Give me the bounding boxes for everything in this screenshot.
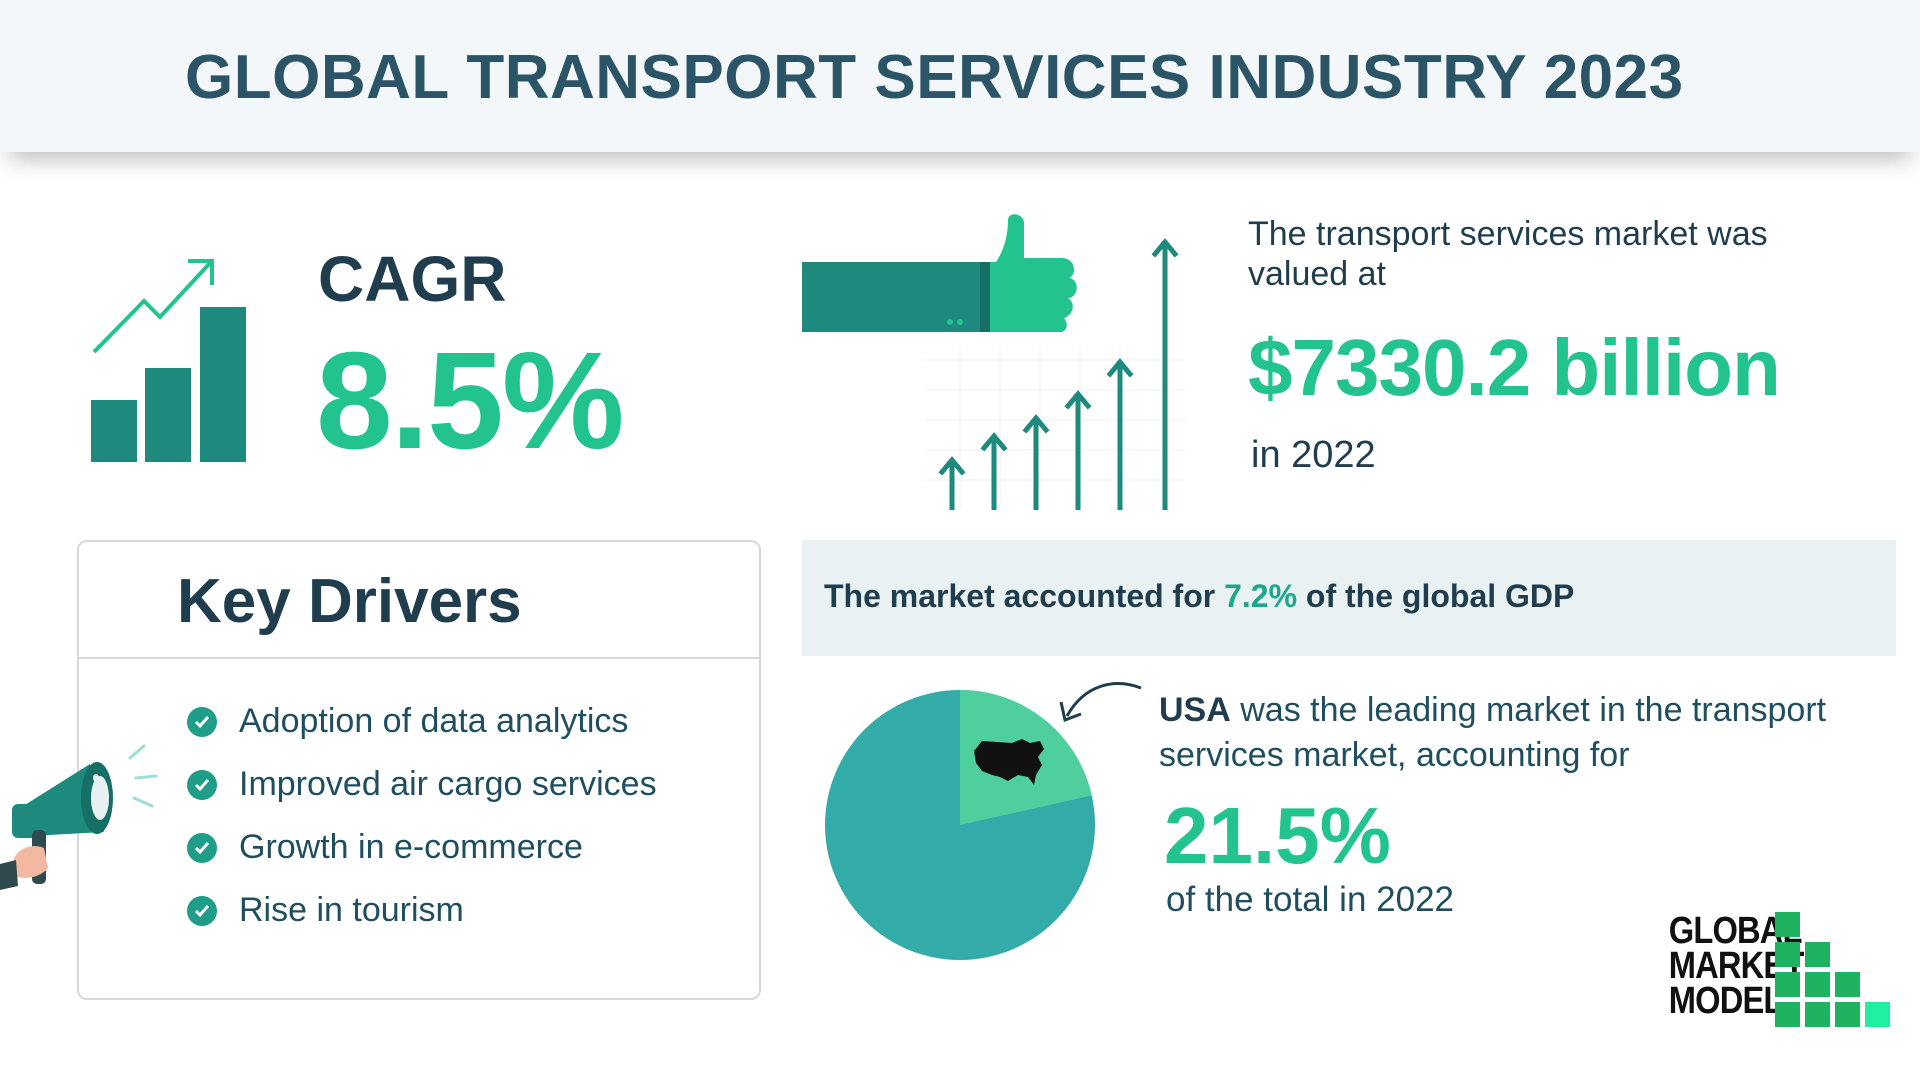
logo-line-1: GLOBAL bbox=[1668, 910, 1803, 952]
key-drivers-card: Key Drivers Adoption of data analytics I… bbox=[77, 540, 761, 1000]
key-drivers-list: Adoption of data analytics Improved air … bbox=[187, 690, 657, 942]
driver-label: Adoption of data analytics bbox=[239, 702, 629, 740]
cagr-label: CAGR bbox=[318, 243, 507, 315]
market-description: The transport services market was valued… bbox=[1248, 215, 1768, 293]
usa-share-year: of the total in 2022 bbox=[1166, 880, 1454, 919]
gdp-value: 7.2% bbox=[1224, 578, 1298, 614]
driver-label: Growth in e-commerce bbox=[239, 828, 583, 866]
list-item: Adoption of data analytics bbox=[187, 690, 657, 753]
usa-country: USA bbox=[1159, 691, 1231, 729]
thumbs-up-icon bbox=[802, 214, 1077, 332]
logo-line-2: MARKET bbox=[1668, 945, 1804, 987]
driver-label: Improved air cargo services bbox=[239, 765, 657, 803]
check-icon bbox=[187, 832, 217, 863]
market-year: in 2022 bbox=[1251, 434, 1376, 476]
megaphone-icon bbox=[0, 744, 158, 890]
usa-share-pie bbox=[825, 690, 1095, 960]
page-title: GLOBAL TRANSPORT SERVICES INDUSTRY 2023 bbox=[185, 43, 1684, 112]
key-drivers-header bbox=[79, 542, 759, 659]
usa-statement: USA was the leading market in the transp… bbox=[1159, 688, 1859, 778]
logo-line-3: MODEL bbox=[1668, 980, 1784, 1022]
arrow-icon bbox=[1059, 682, 1142, 723]
cagr-value: 8.5% bbox=[316, 324, 625, 478]
gdp-suffix: of the global GDP bbox=[1297, 578, 1575, 614]
market-value: $7330.2 billion bbox=[1248, 323, 1781, 412]
check-icon bbox=[187, 895, 217, 926]
usa-description: was the leading market in the transport … bbox=[1159, 691, 1827, 774]
growth-chart-icon bbox=[91, 259, 246, 462]
header-banner: GLOBAL TRANSPORT SERVICES INDUSTRY 2023 bbox=[0, 0, 1920, 152]
key-drivers-title: Key Drivers bbox=[177, 567, 522, 636]
usa-share-value: 21.5% bbox=[1164, 791, 1391, 880]
gdp-prefix: The market accounted for bbox=[824, 578, 1225, 614]
gdp-statement: The market accounted for 7.2% of the glo… bbox=[824, 578, 1574, 615]
driver-label: Rise in tourism bbox=[239, 891, 464, 929]
logo-wordmark: GLOBAL MARKET MODEL bbox=[1668, 910, 1804, 1022]
list-item: Growth in e-commerce bbox=[187, 816, 657, 879]
check-icon bbox=[187, 769, 217, 800]
logo-blocks-icon bbox=[1775, 912, 1890, 1027]
list-item: Rise in tourism bbox=[187, 879, 657, 942]
gdp-banner: The market accounted for 7.2% of the glo… bbox=[802, 540, 1896, 656]
usa-map-icon bbox=[974, 739, 1044, 785]
growth-arrows-icon bbox=[925, 238, 1185, 510]
check-icon bbox=[187, 706, 217, 737]
list-item: Improved air cargo services bbox=[187, 753, 657, 816]
